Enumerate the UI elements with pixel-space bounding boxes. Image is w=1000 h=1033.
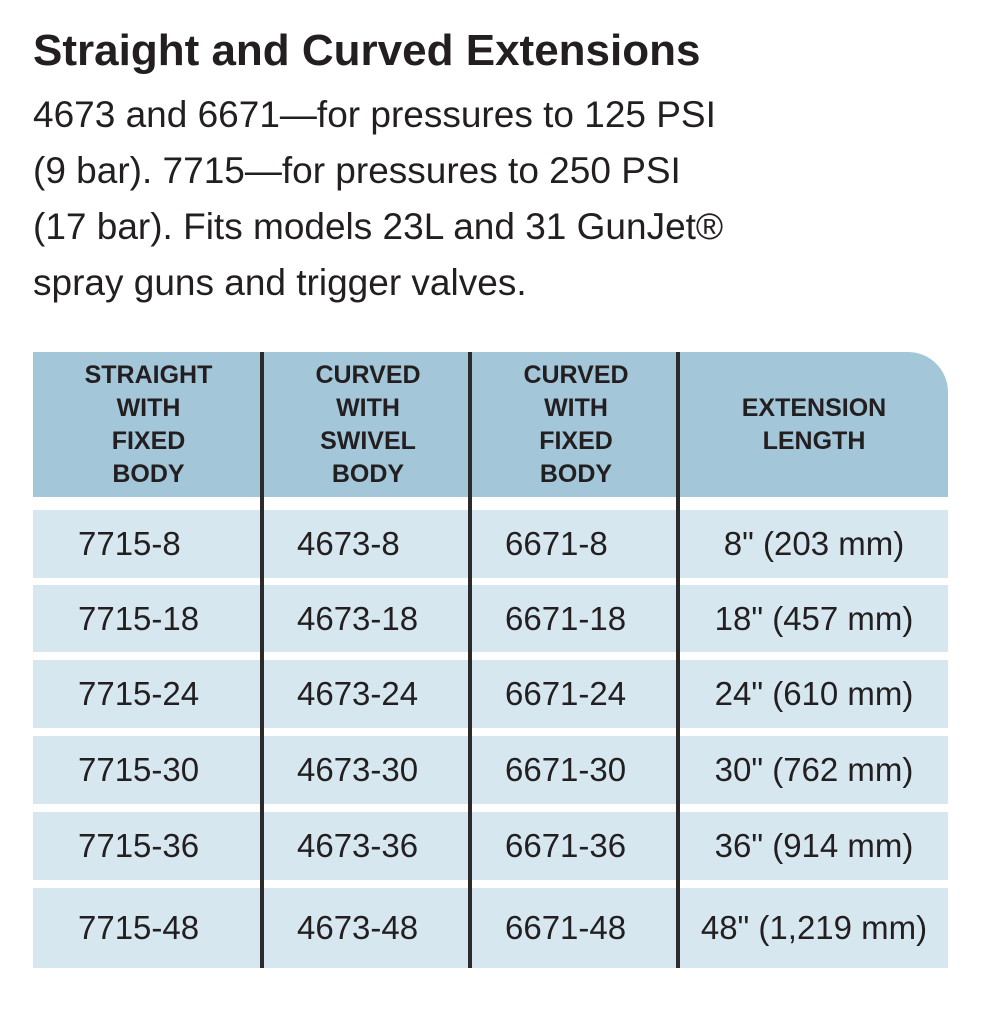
- description-line: (17 bar). Fits models 23L and 31 GunJet®: [33, 206, 724, 247]
- column-header: STRAIGHT WITH FIXED BODY: [33, 352, 264, 497]
- table-cell: 7715-24: [33, 660, 264, 728]
- description-line: (9 bar). 7715—for pressures to 250 PSI: [33, 150, 681, 191]
- header-line: FIXED: [111, 426, 186, 455]
- table-cell: 4673-36: [264, 812, 472, 880]
- table-cell: 24" (610 mm): [680, 660, 948, 728]
- header-line: SWIVEL: [320, 426, 416, 455]
- table-cell: 8" (203 mm): [680, 510, 948, 578]
- table-cell: 4673-18: [264, 585, 472, 652]
- table-cell: 4673-8: [264, 510, 472, 578]
- table-cell: 6671-30: [472, 736, 680, 804]
- header-line: CURVED: [523, 360, 629, 389]
- header-line: WITH: [336, 393, 400, 422]
- table-cell: 6671-36: [472, 812, 680, 880]
- header-line: BODY: [539, 459, 613, 488]
- table-cell: 4673-24: [264, 660, 472, 728]
- table-cell: 6671-48: [472, 888, 680, 968]
- table-cell: 7715-8: [33, 510, 264, 578]
- table-cell: 30" (762 mm): [680, 736, 948, 804]
- table-cell: 7715-30: [33, 736, 264, 804]
- header-line: CURVED: [315, 360, 421, 389]
- column-header: CURVED WITH SWIVEL BODY: [264, 352, 472, 497]
- column-separator: [260, 352, 264, 968]
- header-line: BODY: [112, 459, 185, 488]
- column-separator: [676, 352, 680, 968]
- header-line: BODY: [331, 459, 405, 488]
- table-cell: 4673-30: [264, 736, 472, 804]
- title: Straight and Curved Extensions: [33, 26, 701, 75]
- table-cell: 6671-18: [472, 585, 680, 652]
- table-cell: 7715-18: [33, 585, 264, 652]
- header-line: WITH: [544, 393, 608, 422]
- column-header: EXTENSION LENGTH: [680, 352, 948, 497]
- table-cell: 48" (1,219 mm): [680, 888, 948, 968]
- column-separator: [468, 352, 472, 968]
- table-cell: 6671-8: [472, 510, 680, 578]
- description-line: spray guns and trigger valves.: [33, 262, 527, 303]
- header-line: STRAIGHT: [84, 360, 213, 389]
- header-line: WITH: [116, 393, 181, 422]
- table-cell: 7715-48: [33, 888, 264, 968]
- header-line: LENGTH: [762, 426, 866, 455]
- header-line: FIXED: [539, 426, 613, 455]
- description-line: 4673 and 6671—for pressures to 125 PSI: [33, 94, 716, 135]
- table-cell: 6671-24: [472, 660, 680, 728]
- table-cell: 36" (914 mm): [680, 812, 948, 880]
- table-cell: 7715-36: [33, 812, 264, 880]
- header-line: EXTENSION: [741, 393, 887, 422]
- table-cell: 18" (457 mm): [680, 585, 948, 652]
- table-cell: 4673-48: [264, 888, 472, 968]
- column-header: CURVED WITH FIXED BODY: [472, 352, 680, 497]
